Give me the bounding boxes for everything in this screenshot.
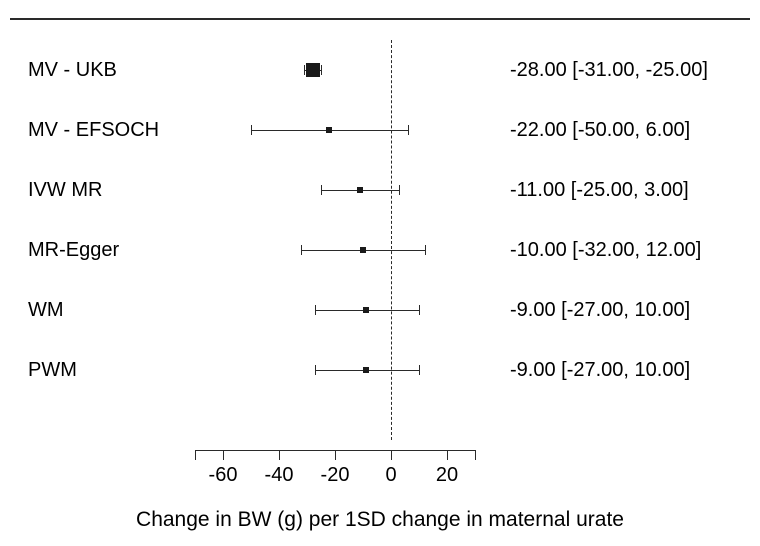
ci-whisker-lo — [251, 125, 252, 135]
axis-tick-label: -60 — [209, 464, 238, 487]
point-estimate — [357, 187, 363, 193]
ci-whisker-hi — [321, 65, 322, 75]
x-axis: -60 -40 -20 0 20 — [0, 450, 760, 500]
ci-whisker-hi — [419, 365, 420, 375]
axis-tick-label: 20 — [436, 464, 458, 487]
ci-whisker-hi — [425, 245, 426, 255]
ci-whisker-lo — [301, 245, 302, 255]
row-label: IVW MR — [28, 179, 188, 201]
axis-tick — [391, 450, 392, 460]
ci-whisker-lo — [321, 185, 322, 195]
axis-tick — [447, 450, 448, 460]
ci-whisker-lo — [315, 305, 316, 315]
row-label: MV - EFSOCH — [28, 119, 188, 141]
row-value: -28.00 [-31.00, -25.00] — [510, 59, 740, 81]
row-value: -22.00 [-50.00, 6.00] — [510, 119, 740, 141]
axis-tick-label: -40 — [265, 464, 294, 487]
axis-tick-label: -20 — [321, 464, 350, 487]
axis-end-tick — [475, 450, 476, 460]
axis-tick — [223, 450, 224, 460]
row-label: WM — [28, 299, 188, 321]
point-estimate — [360, 247, 366, 253]
ci-whisker-lo — [315, 365, 316, 375]
ci-whisker-hi — [419, 305, 420, 315]
point-estimate — [326, 127, 332, 133]
x-axis-label: Change in BW (g) per 1SD change in mater… — [90, 508, 670, 532]
point-estimate — [306, 63, 320, 77]
row-label: MV - UKB — [28, 59, 188, 81]
point-estimate — [363, 367, 369, 373]
axis-tick — [279, 450, 280, 460]
row-label: PWM — [28, 359, 188, 381]
point-estimate — [363, 307, 369, 313]
reference-line — [391, 40, 392, 440]
ci-whisker-hi — [408, 125, 409, 135]
axis-tick-label: 0 — [385, 464, 396, 487]
row-value: -10.00 [-32.00, 12.00] — [510, 239, 740, 261]
row-value: -11.00 [-25.00, 3.00] — [510, 179, 740, 201]
row-value: -9.00 [-27.00, 10.00] — [510, 299, 740, 321]
axis-end-tick — [195, 450, 196, 460]
top-border — [10, 18, 750, 20]
forest-plot: MV - UKB -28.00 [-31.00, -25.00] MV - EFSO… — [0, 0, 760, 546]
row-label: MR-Egger — [28, 239, 188, 261]
ci-whisker-hi — [399, 185, 400, 195]
plot-area — [195, 40, 475, 440]
row-value: -9.00 [-27.00, 10.00] — [510, 359, 740, 381]
axis-tick — [335, 450, 336, 460]
